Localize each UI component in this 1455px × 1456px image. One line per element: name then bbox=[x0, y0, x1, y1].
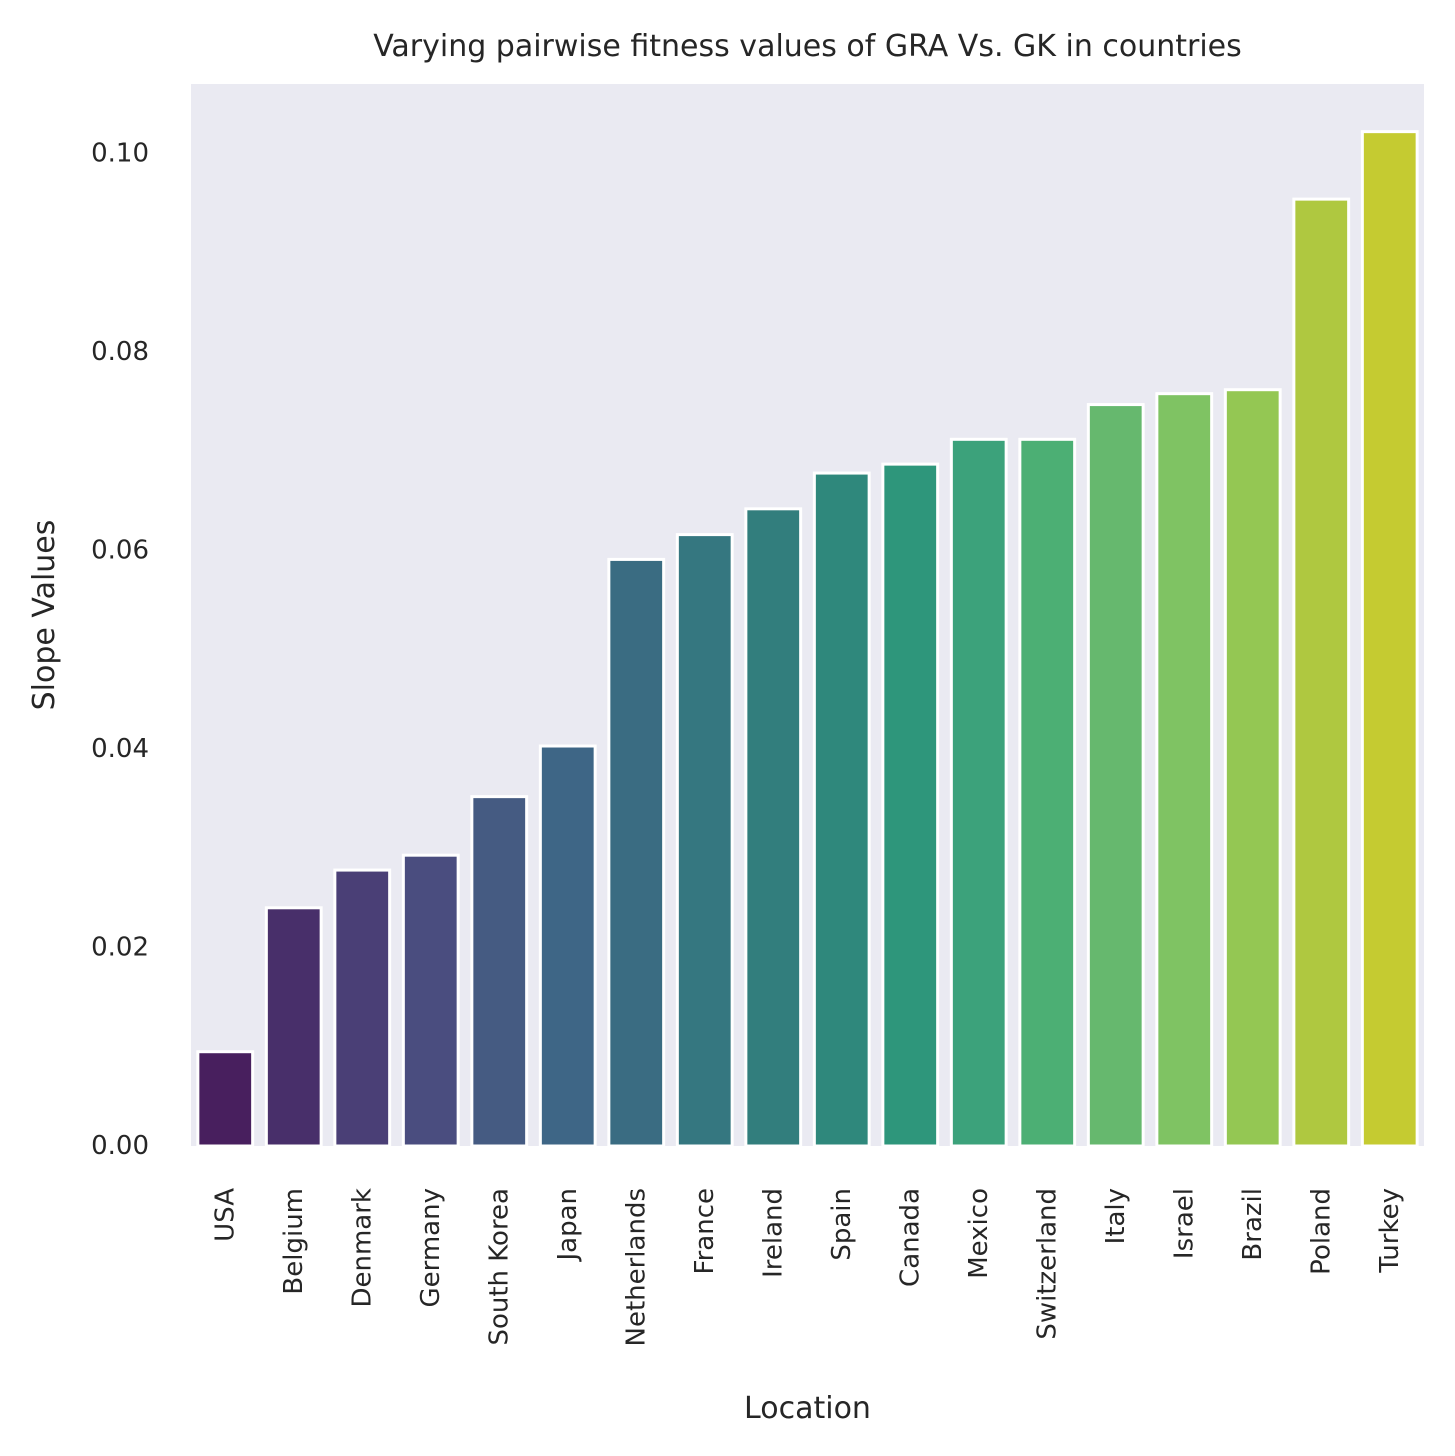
bars-group bbox=[196, 130, 1419, 1148]
x-tick-label: Denmark bbox=[347, 1188, 377, 1308]
x-tick-label: Mexico bbox=[964, 1188, 994, 1279]
bar-south-korea bbox=[470, 795, 529, 1148]
bar-mexico bbox=[949, 437, 1008, 1148]
bar-germany bbox=[401, 853, 460, 1148]
x-axis-ticks: USA Belgium Denmark Germany South Korea Japan… bbox=[210, 1188, 1405, 1347]
y-tick-label: 0.10 bbox=[91, 138, 149, 168]
x-tick-label: USA bbox=[210, 1188, 240, 1242]
chart-title: Varying pairwise fitness values of GRA V… bbox=[373, 29, 1242, 64]
x-tick-label: Netherlands bbox=[621, 1188, 651, 1347]
x-tick-label: Spain bbox=[827, 1188, 857, 1261]
y-tick-label: 0.04 bbox=[91, 734, 149, 764]
x-tick-label: Germany bbox=[416, 1188, 446, 1308]
x-tick-label: Turkey bbox=[1375, 1188, 1405, 1274]
x-tick-label: France bbox=[690, 1188, 720, 1274]
y-tick-label: 0.06 bbox=[91, 535, 149, 565]
bar-japan bbox=[538, 744, 597, 1148]
x-tick-label: Italy bbox=[1101, 1188, 1131, 1244]
bar-france bbox=[675, 533, 734, 1148]
bar-canada bbox=[881, 462, 940, 1148]
y-axis-label: Slope Values bbox=[27, 520, 62, 711]
bar-spain bbox=[812, 471, 871, 1148]
x-tick-label: Japan bbox=[553, 1188, 583, 1263]
bar-usa bbox=[196, 1050, 255, 1148]
bar-israel bbox=[1155, 392, 1214, 1148]
x-tick-label: Israel bbox=[1169, 1188, 1199, 1259]
x-tick-label: Ireland bbox=[758, 1188, 788, 1278]
x-tick-label: Brazil bbox=[1238, 1188, 1268, 1261]
y-tick-label: 0.02 bbox=[91, 932, 149, 962]
bar-poland bbox=[1292, 197, 1351, 1148]
plot-area bbox=[191, 84, 1424, 1146]
bar-netherlands bbox=[607, 557, 666, 1148]
bar-switzerland bbox=[1018, 437, 1077, 1148]
bar-belgium bbox=[264, 906, 323, 1148]
x-tick-label: South Korea bbox=[484, 1188, 514, 1346]
bar-turkey bbox=[1360, 130, 1419, 1148]
x-axis-label: Location bbox=[744, 1391, 871, 1426]
bar-ireland bbox=[744, 507, 803, 1148]
bar-denmark bbox=[333, 868, 392, 1148]
x-tick-label: Poland bbox=[1306, 1188, 1336, 1275]
x-tick-label: Canada bbox=[895, 1188, 925, 1287]
y-axis-ticks: 0.00 0.02 0.04 0.06 0.08 0.10 bbox=[91, 138, 149, 1161]
bar-brazil bbox=[1223, 388, 1282, 1148]
bar-italy bbox=[1086, 403, 1145, 1148]
y-tick-label: 0.00 bbox=[91, 1131, 149, 1161]
x-tick-label: Belgium bbox=[279, 1188, 309, 1295]
x-tick-label: Switzerland bbox=[1032, 1188, 1062, 1340]
y-tick-label: 0.08 bbox=[91, 337, 149, 367]
